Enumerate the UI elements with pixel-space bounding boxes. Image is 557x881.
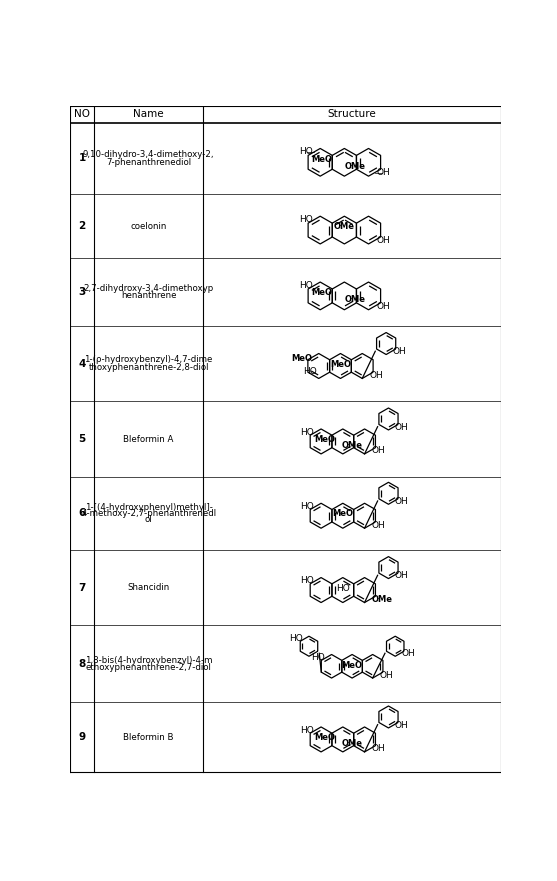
Text: henanthrene: henanthrene: [121, 292, 177, 300]
Text: Shancidin: Shancidin: [128, 583, 170, 592]
Text: 1-[(4-hydroxyphenyl)methyl]-: 1-[(4-hydroxyphenyl)methyl]-: [85, 503, 213, 512]
Text: HO: HO: [336, 584, 350, 593]
Text: 4: 4: [79, 359, 86, 368]
Text: MeO: MeO: [341, 661, 363, 670]
Text: 9: 9: [79, 732, 86, 742]
Text: 2: 2: [79, 221, 86, 231]
Text: OMe: OMe: [341, 739, 363, 748]
Text: OH: OH: [393, 347, 406, 356]
Text: OH: OH: [376, 302, 390, 311]
Text: thoxyphenanthrene-2,8-diol: thoxyphenanthrene-2,8-diol: [89, 363, 209, 372]
Text: 1-(ρ-hydroxybenzyl)-4,7-dime: 1-(ρ-hydroxybenzyl)-4,7-dime: [85, 355, 213, 365]
Text: MeO: MeO: [311, 154, 332, 164]
Text: OH: OH: [369, 371, 383, 380]
Text: OMe: OMe: [341, 441, 363, 450]
Text: ethoxyphenanthrene-2,7-diol: ethoxyphenanthrene-2,7-diol: [86, 663, 212, 672]
Text: OH: OH: [372, 521, 385, 529]
Text: HO: HO: [311, 653, 325, 662]
Text: HO: HO: [300, 726, 314, 735]
Text: 8: 8: [79, 659, 86, 669]
Text: ol: ol: [145, 515, 153, 524]
Text: 9,10-dihydro-3,4-dimethoxy-2,: 9,10-dihydro-3,4-dimethoxy-2,: [83, 150, 214, 159]
Text: OH: OH: [401, 649, 415, 658]
Text: MeO: MeO: [315, 435, 335, 444]
Text: OH: OH: [379, 670, 393, 679]
Text: OMe: OMe: [372, 595, 393, 603]
Text: Bleformin A: Bleformin A: [124, 434, 174, 444]
Text: HO: HO: [299, 215, 312, 224]
Text: 1,8-bis(4-hydroxybenzyl)-4-m: 1,8-bis(4-hydroxybenzyl)-4-m: [85, 655, 212, 664]
Text: 2,7-dihydroxy-3,4-dimethoxyp: 2,7-dihydroxy-3,4-dimethoxyp: [84, 284, 214, 292]
Text: Name: Name: [133, 109, 164, 119]
Text: Bleformin B: Bleformin B: [124, 733, 174, 742]
Text: coelonin: coelonin: [130, 222, 167, 231]
Text: OH: OH: [395, 497, 409, 506]
Text: OH: OH: [372, 744, 385, 753]
Text: MeO: MeO: [291, 353, 312, 363]
Text: HO: HO: [299, 147, 312, 157]
Text: NO: NO: [74, 109, 90, 119]
Text: HO: HO: [299, 281, 312, 290]
Text: MeO: MeO: [311, 288, 332, 297]
Text: OMe: OMe: [334, 222, 355, 232]
Text: OMe: OMe: [344, 295, 365, 304]
Text: HO: HO: [300, 502, 314, 511]
Text: 1: 1: [79, 153, 86, 164]
Text: MeO: MeO: [333, 509, 353, 518]
Text: HO: HO: [300, 427, 314, 437]
Text: 7: 7: [79, 582, 86, 593]
Text: MeO: MeO: [315, 733, 335, 742]
Text: MeO: MeO: [330, 359, 351, 368]
Text: 5: 5: [79, 434, 86, 444]
Text: OH: OH: [395, 572, 409, 581]
Text: HO: HO: [289, 634, 303, 643]
Text: 7-phenanthrenediol: 7-phenanthrenediol: [106, 158, 191, 167]
Text: HO: HO: [300, 576, 314, 585]
Text: OMe: OMe: [344, 161, 365, 171]
Text: OH: OH: [372, 447, 385, 455]
Text: 3: 3: [79, 287, 86, 297]
Text: OH: OH: [376, 168, 390, 177]
Text: 6: 6: [79, 508, 86, 518]
Text: OH: OH: [395, 721, 409, 729]
Text: 4-methoxy-2,7-phenanthrenedl: 4-methoxy-2,7-phenanthrenedl: [81, 509, 216, 518]
Text: OH: OH: [395, 423, 409, 432]
Text: Structure: Structure: [328, 109, 377, 119]
Text: HO: HO: [302, 367, 316, 376]
Text: OH: OH: [376, 236, 390, 245]
